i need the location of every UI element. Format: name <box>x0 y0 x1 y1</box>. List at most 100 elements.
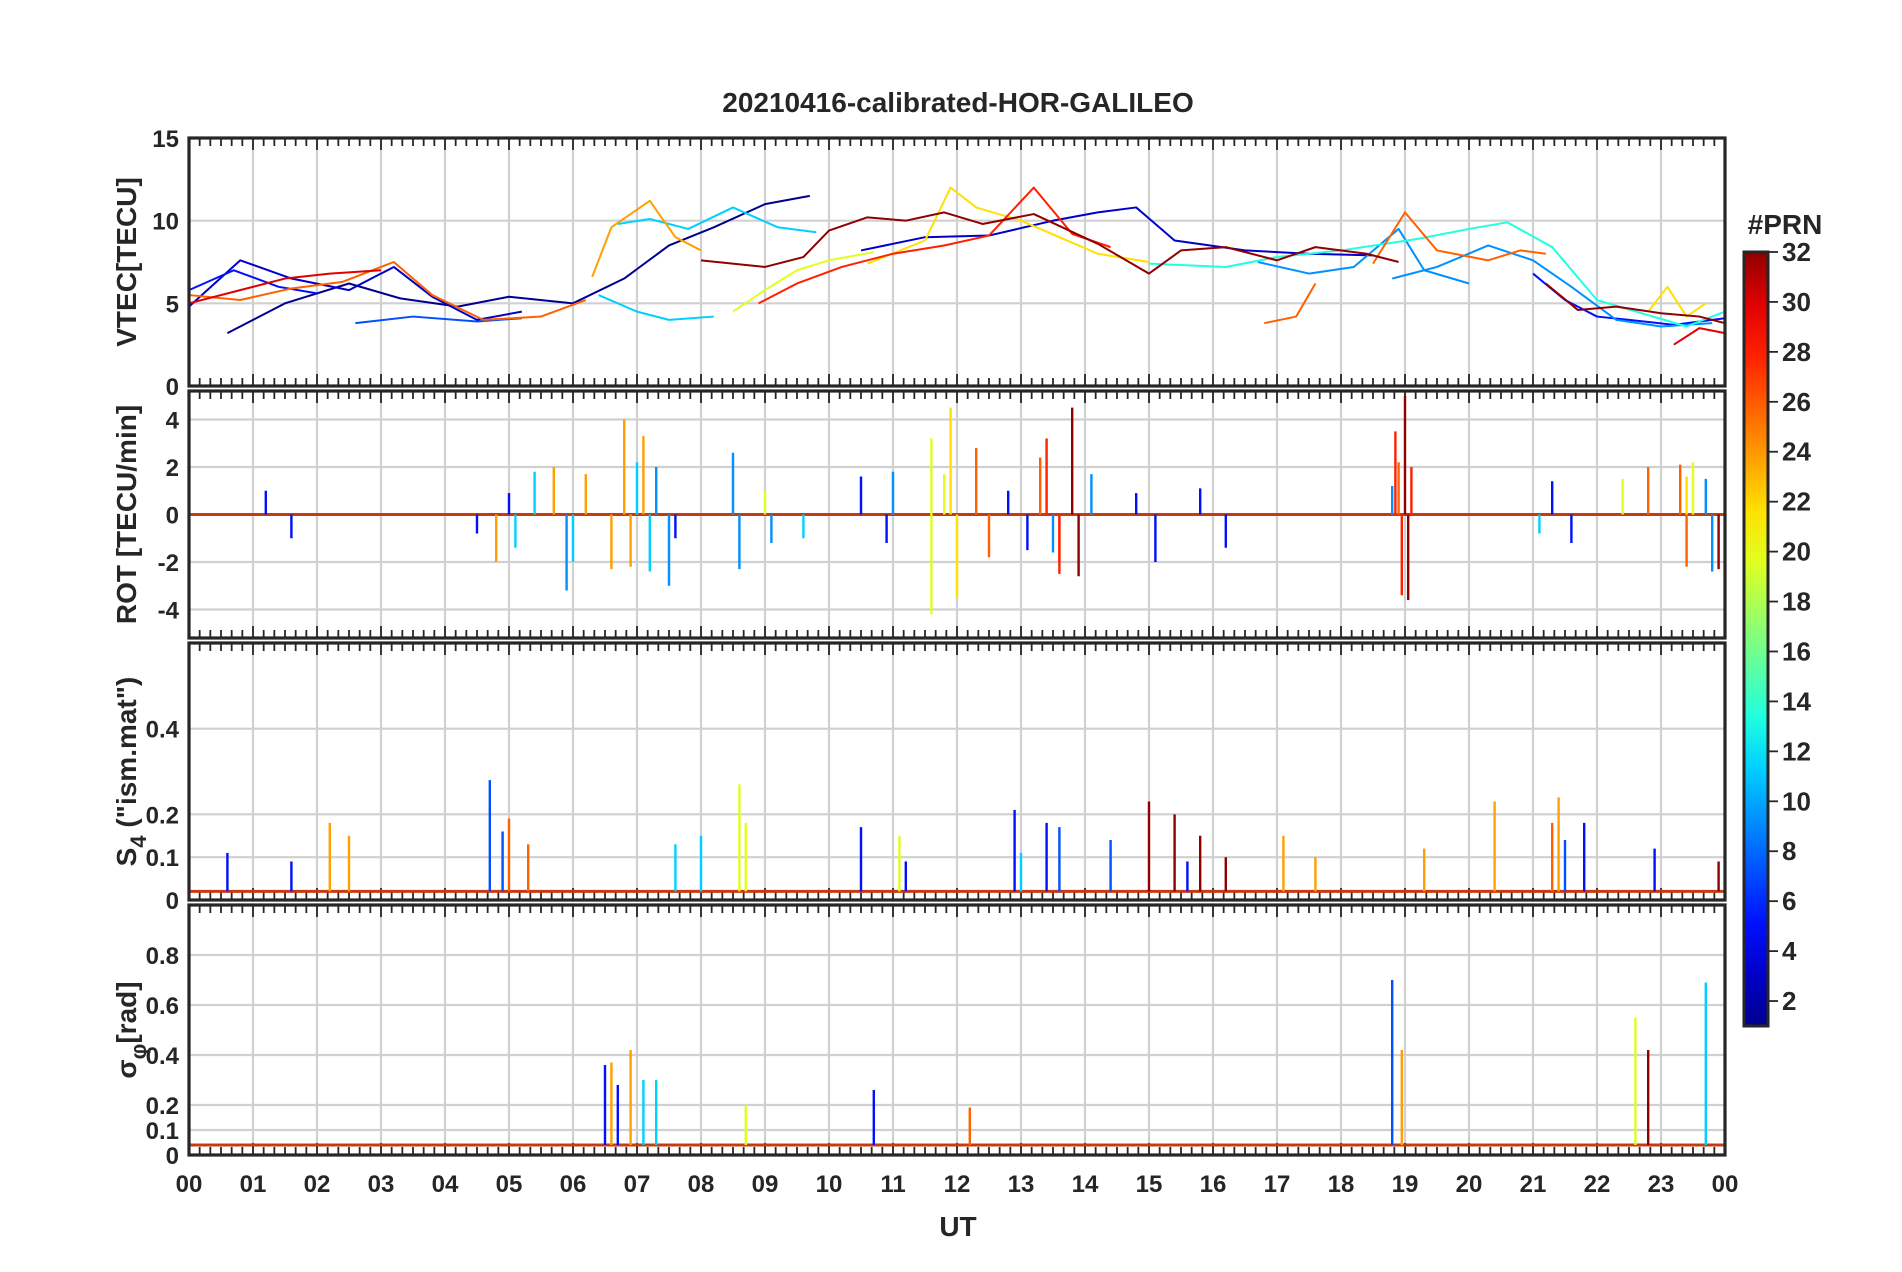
series-line <box>732 251 874 313</box>
y-axis-label: S4 ("ism.mat") <box>111 677 151 867</box>
x-tick-label: 08 <box>688 1171 715 1198</box>
y-tick-label: 0 <box>166 374 179 401</box>
x-tick-label: 02 <box>304 1171 331 1198</box>
x-tick-label: 00 <box>176 1171 203 1198</box>
y-tick-label: 0.1 <box>146 845 179 872</box>
axis-frame <box>187 903 1727 1157</box>
series-line <box>1545 282 1726 325</box>
y-axis-label-rest: [rad] <box>111 981 142 1043</box>
panel-sigma_phi: 00.10.2 0.4 0.6 0.8 σφ[rad] <box>111 903 1727 1170</box>
x-tick-label: 13 <box>1008 1171 1035 1198</box>
y-tick-label: 0 <box>166 1143 179 1170</box>
y-tick-labels: 0 0.1 0.2 0.4 <box>146 717 180 915</box>
x-tick-label: 10 <box>816 1171 843 1198</box>
y-axis-label: ROT [TECU/min] <box>111 405 142 624</box>
colorbar-tick-label: 8 <box>1782 836 1796 866</box>
colorbar-tick-label: 14 <box>1782 686 1811 716</box>
x-tick-label: 18 <box>1328 1171 1355 1198</box>
x-tick-label: 17 <box>1264 1171 1291 1198</box>
colorbar-tick-label: 6 <box>1782 886 1796 916</box>
panel-vtec: 0 5 10 15 VTEC[TECU] <box>111 126 1727 401</box>
colorbar-bar <box>1742 250 1770 1028</box>
series-line <box>758 186 1111 305</box>
axis-frame <box>187 641 1727 902</box>
y-tick-label: 0 <box>166 888 179 915</box>
data-s4 <box>189 780 1725 893</box>
x-tick-label: 01 <box>240 1171 267 1198</box>
x-tick-label: 12 <box>944 1171 971 1198</box>
x-tick-label: 11 <box>880 1171 905 1198</box>
x-tick-label: 16 <box>1200 1171 1227 1198</box>
axis-frame <box>187 389 1727 640</box>
x-tick-label: 23 <box>1648 1171 1675 1198</box>
y-axis-label-sub: 4 <box>126 835 151 848</box>
colorbar-tick-label: 18 <box>1782 587 1811 617</box>
x-tick-label: 05 <box>496 1171 523 1198</box>
x-tick-labels: 00 01 02 03 04 05 06 07 08 09 10 11 12 13 14 15 16 17 18 19… <box>176 1171 1739 1198</box>
y-tick-label: 0.8 <box>146 943 179 970</box>
panel-s4: 00.10.20.4S4 ("ism.mat") <box>111 641 1727 915</box>
panel-rot: -4 -2 0 2 4 ROT [TECU/min] <box>111 389 1727 640</box>
colorbar-tick-label: 26 <box>1782 387 1811 417</box>
series-line <box>188 269 318 295</box>
y-axis-label: σφ[rad] <box>111 981 151 1078</box>
series-line <box>1673 327 1726 346</box>
y-tick-label: 5 <box>166 291 179 318</box>
colorbar-tick-label: 24 <box>1782 437 1811 467</box>
series-line <box>1647 285 1707 318</box>
y-tick-label: 4 <box>166 408 180 435</box>
grid <box>189 138 1725 386</box>
x-tick-label: 06 <box>560 1171 587 1198</box>
series-line <box>188 261 587 321</box>
series-line <box>226 194 810 334</box>
x-tick-label: 00 <box>1712 1171 1739 1198</box>
y-tick-label: 0.1 <box>146 1118 179 1145</box>
y-axis-label-rest: ("ism.mat") <box>111 677 142 836</box>
colorbar-tick-label: 22 <box>1782 487 1811 517</box>
y-axis-label-sub: φ <box>126 1044 151 1060</box>
x-tick-label: 19 <box>1392 1171 1419 1198</box>
y-tick-label: 15 <box>152 126 179 153</box>
data-sigma_phi <box>189 980 1725 1147</box>
y-axis-label: VTEC[TECU] <box>111 177 142 347</box>
series-line <box>1263 282 1317 325</box>
y-tick-label: 0.2 <box>146 1093 179 1120</box>
y-tick-label: 2 <box>166 455 179 482</box>
x-tick-label: 15 <box>1136 1171 1163 1198</box>
colorbar-tick-label: 20 <box>1782 537 1811 567</box>
x-tick-label: 03 <box>368 1171 395 1198</box>
colorbar-tick-label: 32 <box>1782 237 1811 267</box>
series-line <box>860 206 1374 257</box>
y-tick-label: 0.4 <box>146 717 180 744</box>
series-line <box>598 294 714 321</box>
y-tick-labels: -4 -2 0 2 4 <box>158 408 180 625</box>
grid <box>189 905 1725 1155</box>
colorbar-tick-label: 4 <box>1782 936 1797 966</box>
data-vtec <box>188 186 1726 346</box>
chart-title: 20210416-calibrated-HOR-GALILEO <box>722 87 1194 118</box>
x-tick-label: 20 <box>1456 1171 1483 1198</box>
y-tick-label: 0.4 <box>146 1043 180 1070</box>
y-tick-label: -4 <box>158 598 180 625</box>
series-line <box>188 269 382 305</box>
colorbar-tick-label: 2 <box>1782 986 1796 1016</box>
colorbar-tick-label: 10 <box>1782 786 1811 816</box>
series-line <box>1257 227 1470 285</box>
y-axis-label-main: σ <box>111 1059 142 1078</box>
y-tick-label: 0 <box>166 503 179 530</box>
data-rot <box>189 395 1725 615</box>
x-tick-label: 21 <box>1520 1171 1547 1198</box>
grid <box>189 643 1725 900</box>
y-axis-label-main: S <box>111 848 142 867</box>
y-tick-labels: 00.10.2 0.4 0.6 0.8 <box>146 943 180 1170</box>
colorbar-tick-label: 30 <box>1782 287 1811 317</box>
series-line <box>1391 244 1713 328</box>
series-line <box>700 211 1399 275</box>
colorbar-label: #PRN <box>1748 209 1823 240</box>
x-tick-label: 04 <box>432 1171 459 1198</box>
axis-frame <box>187 136 1727 388</box>
